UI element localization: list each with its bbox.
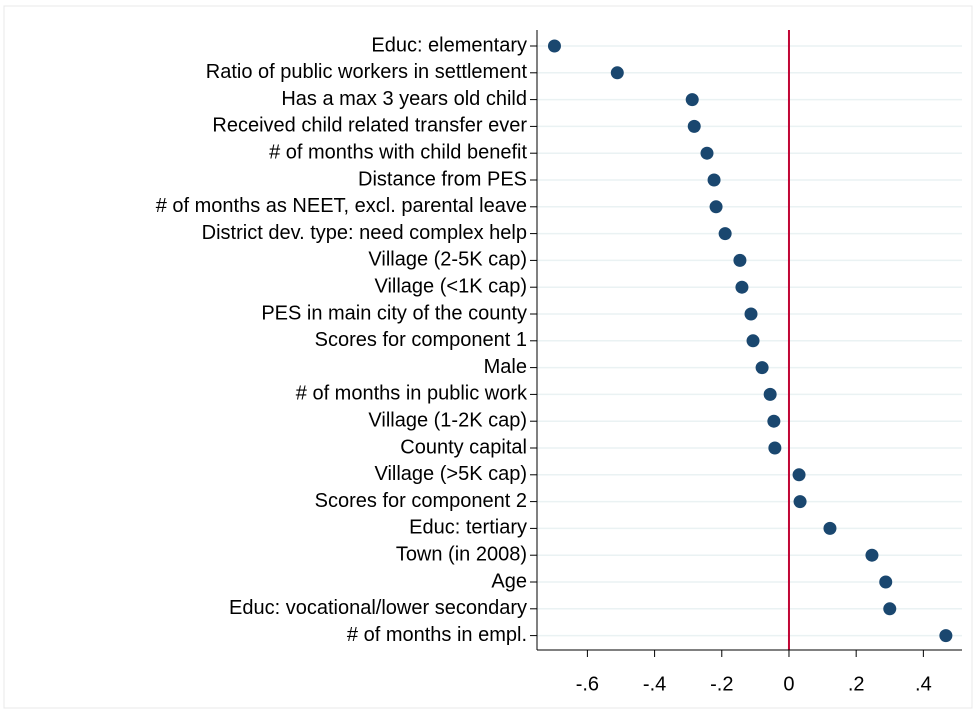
y-tick-label: Distance from PES: [358, 168, 527, 190]
dot: [939, 629, 953, 643]
y-tick-label: Ratio of public workers in settlement: [206, 61, 528, 83]
y-tick-label: Educ: tertiary: [409, 517, 527, 539]
dot: [610, 66, 624, 80]
y-tick-label: Scores for component 1: [315, 329, 527, 351]
dot: [718, 227, 732, 241]
y-tick-label: County capital: [400, 436, 527, 458]
dot: [744, 307, 758, 321]
dot: [767, 414, 781, 428]
x-tick-label: .2: [848, 673, 865, 695]
x-tick-label: -.2: [710, 673, 733, 695]
y-tick-label: Received child related transfer ever: [212, 115, 527, 137]
y-tick-label: Scores for component 2: [315, 490, 527, 512]
dot: [823, 521, 837, 535]
dot: [547, 39, 561, 53]
x-tick-label: 0: [783, 673, 794, 695]
y-tick-label: Has a max 3 years old child: [281, 88, 527, 110]
x-tick-label: -.6: [576, 673, 599, 695]
y-tick-label: PES in main city of the county: [261, 302, 527, 324]
y-tick-label: District dev. type: need complex help: [202, 222, 527, 244]
y-tick-label: # of months in public work: [296, 383, 528, 405]
dot: [793, 495, 807, 509]
y-tick-label: Town (in 2008): [396, 543, 527, 565]
y-tick-label: Village (2-5K cap): [368, 249, 527, 271]
dot: [735, 280, 749, 294]
dot: [879, 575, 893, 589]
dot: [792, 468, 806, 482]
y-tick-label: Village (1-2K cap): [368, 409, 527, 431]
dot: [883, 602, 897, 616]
dot: [685, 93, 699, 107]
y-tick-label: Educ: elementary: [371, 34, 527, 56]
dot: [707, 173, 721, 187]
y-tick-label: # of months with child benefit: [269, 141, 527, 163]
dot: [687, 119, 701, 133]
dot: [755, 361, 769, 375]
dot: [865, 548, 879, 562]
dot: [700, 146, 714, 160]
y-tick-label: Age: [491, 570, 527, 592]
y-tick-label: Village (<1K cap): [375, 275, 528, 297]
frame: [3, 5, 973, 709]
dot: [763, 387, 777, 401]
y-tick-label: # of months in empl.: [347, 624, 527, 646]
y-tick-label: # of months as NEET, excl. parental leav…: [156, 195, 527, 217]
y-tick-label: Male: [484, 356, 527, 378]
y-tick-label: Village (>5K cap): [375, 463, 528, 485]
x-tick-label: -.4: [643, 673, 666, 695]
dot: [768, 441, 782, 455]
dot: [733, 253, 747, 267]
dot: [746, 334, 760, 348]
dot: [709, 200, 723, 214]
y-tick-label: Educ: vocational/lower secondary: [229, 597, 527, 619]
x-tick-label: .4: [915, 673, 932, 695]
